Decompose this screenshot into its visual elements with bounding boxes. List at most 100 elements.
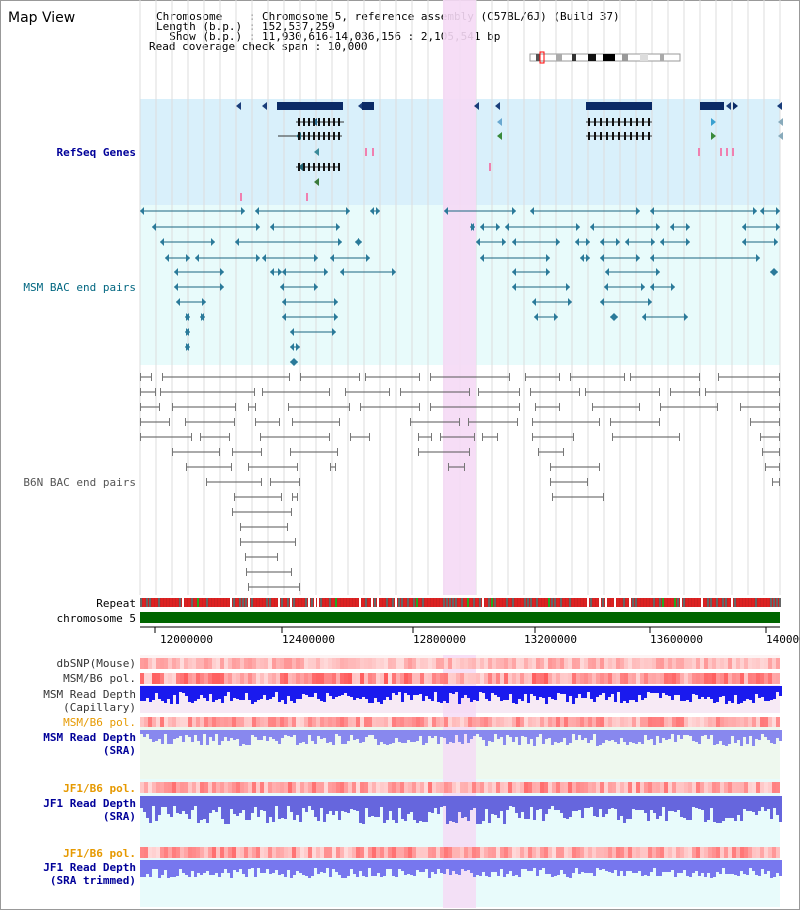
msm-read-depth-capillary-label[interactable]: MSM Read Depth <box>43 688 136 701</box>
capillary-depth-bar <box>353 686 356 700</box>
capillary-depth-bar <box>224 686 227 696</box>
msm-pol-cell-2 <box>232 717 236 727</box>
jf1-pol-cell <box>624 782 628 793</box>
msm-pol-cell <box>528 673 532 684</box>
jf1-sra-depth-bar <box>539 796 542 809</box>
jf1-pol-cell <box>776 782 780 793</box>
jf1-trimmed-depth-bar <box>197 860 200 873</box>
dbsnp-cell <box>412 658 416 669</box>
msm-pol-cell <box>672 673 676 684</box>
jf1-trimmed-depth-bar <box>581 860 584 872</box>
msm-sra-depth-bar <box>308 730 311 735</box>
exon <box>338 132 340 140</box>
msm-pol-cell <box>336 673 340 684</box>
msm-sra-depth-bar <box>326 730 329 743</box>
dbsnp-track-label[interactable]: dbSNP(Mouse) <box>56 657 136 670</box>
exon <box>594 118 596 126</box>
capillary-depth-bar <box>755 686 758 694</box>
repeat-element <box>449 598 451 607</box>
heat-tracks[interactable] <box>140 658 782 878</box>
capillary-depth-bar <box>191 686 194 703</box>
jf1-sra-depth-bar <box>179 796 182 814</box>
jf1-trimmed-depth-bar <box>209 860 212 875</box>
ideogram-band <box>556 54 562 61</box>
exon <box>624 132 626 140</box>
msm-pol-cell-2 <box>140 717 144 727</box>
b6n-bac-track[interactable] <box>140 373 780 591</box>
capillary-depth-bar <box>269 686 272 699</box>
msm-sra-depth-bar <box>347 730 350 741</box>
bac-end-right <box>186 254 190 262</box>
jf1-pol-cell-2 <box>676 847 680 858</box>
msm-pol-cell <box>260 673 264 684</box>
msm-read-depth-sra-label[interactable]: MSM Read Depth <box>43 731 136 744</box>
repeat-track[interactable] <box>140 598 781 607</box>
jf1-pol-cell-2 <box>488 847 492 858</box>
bac-end-right <box>512 207 516 215</box>
msm-sra-depth-bar <box>608 730 611 741</box>
capillary-depth-bar <box>596 686 599 697</box>
msm-sra-depth-bar <box>140 730 143 734</box>
jf1-trimmed-depth-bar <box>206 860 209 871</box>
b6n-bac-track-label[interactable]: B6N BAC end pairs <box>23 476 136 489</box>
axis-tick-label: 13200000 <box>524 633 577 646</box>
chromosome-track-label[interactable]: chromosome 5 <box>56 612 136 625</box>
jf1-b6-pol-label[interactable]: JF1/B6 pol. <box>63 782 136 795</box>
msm-pol-cell-2 <box>452 717 456 727</box>
dbsnp-cell <box>684 658 688 669</box>
bac-end-left <box>478 388 479 396</box>
msm-pol-cell-2 <box>172 717 176 727</box>
bac-end-right <box>519 403 520 411</box>
repeat-track-label[interactable]: Repeat <box>96 597 136 610</box>
refseq-gene-track[interactable] <box>236 102 783 201</box>
jf1-pol-cell-2 <box>348 847 352 858</box>
jf1-read-depth-sra-label[interactable]: JF1 Read Depth <box>43 797 136 810</box>
jf1-pol-cell-2 <box>756 847 760 858</box>
msm-pol-cell-2 <box>396 717 400 727</box>
bac-end-right <box>651 238 655 246</box>
repeat-element <box>368 598 370 607</box>
msm-sra-depth-bar <box>302 730 305 742</box>
msm-b6-pol-label-2[interactable]: MSM/B6 pol. <box>63 716 136 729</box>
repeat-element <box>200 598 202 607</box>
msm-pol-cell-2 <box>492 717 496 727</box>
jf1-sra-depth-bar <box>728 796 731 818</box>
bac-end-left <box>292 418 293 426</box>
jf1-pol-cell <box>344 782 348 793</box>
jf1-sra-depth-bar <box>428 796 431 812</box>
jf1-trimmed-depth-bar <box>584 860 587 873</box>
jf1-trimmed-depth-bar <box>680 860 683 873</box>
msm-sra-depth-bar <box>383 730 386 744</box>
jf1-sra-depth-bar <box>419 796 422 821</box>
msm-pol-cell <box>380 673 384 684</box>
chromosome-ideogram[interactable] <box>529 51 681 64</box>
jf1-trimmed-depth-bar <box>629 860 632 871</box>
jf1-pol-cell <box>296 782 300 793</box>
capillary-depth-bar <box>617 686 620 692</box>
jf1-sra-depth-bar <box>620 796 623 816</box>
refseq-track-label[interactable]: RefSeq Genes <box>56 146 136 159</box>
bac-end-left <box>186 463 187 471</box>
repeat-element <box>605 598 607 607</box>
jf1-trimmed-depth-bar <box>263 860 266 873</box>
jf1-pol-cell <box>612 782 616 793</box>
jf1-sra-depth-bar <box>305 796 308 812</box>
jf1-sra-depth-bar <box>605 796 608 814</box>
jf1-read-depth-trimmed-label[interactable]: JF1 Read Depth <box>43 861 136 874</box>
capillary-depth-bar <box>245 686 248 693</box>
dbsnp-cell <box>468 658 472 669</box>
msm-sra-depth-bar <box>209 730 212 737</box>
msm-pol-cell <box>152 673 156 684</box>
capillary-depth-bar <box>389 686 392 700</box>
msm-pol-cell <box>556 673 560 684</box>
chromosome-bar[interactable] <box>140 612 780 623</box>
msm-bac-track[interactable] <box>140 207 780 366</box>
jf1-trimmed-depth-bar <box>509 860 512 871</box>
msm-b6-pol-label[interactable]: MSM/B6 pol. <box>63 672 136 685</box>
jf1-pol-cell <box>576 782 580 793</box>
jf1-b6-pol-label-2[interactable]: JF1/B6 pol. <box>63 847 136 860</box>
jf1-trimmed-depth-bar <box>464 860 467 871</box>
dbsnp-cell <box>224 658 228 669</box>
msm-bac-track-label[interactable]: MSM BAC end pairs <box>23 281 136 294</box>
